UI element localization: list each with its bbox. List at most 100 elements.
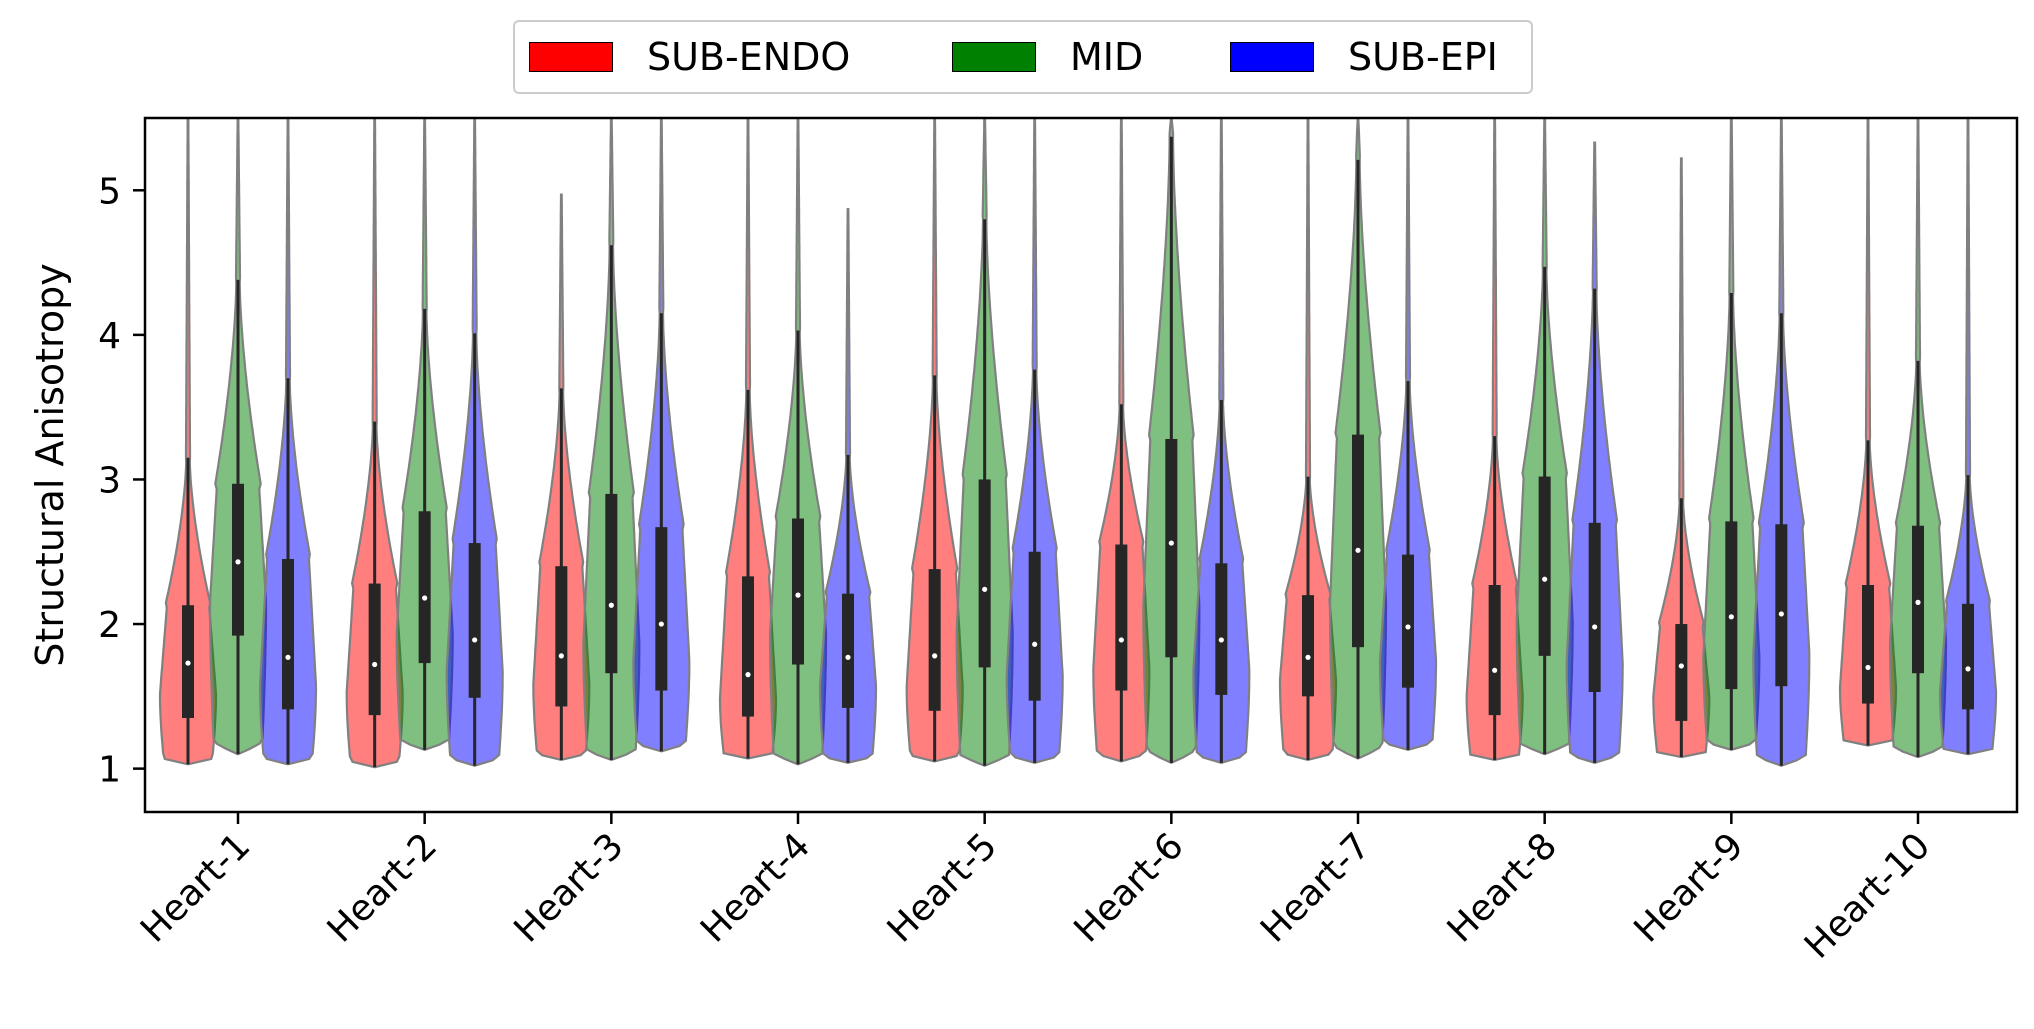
violin-median-dot	[1355, 547, 1361, 553]
x-tick-label: Heart-10	[1797, 825, 1938, 966]
y-tick-label: 3	[98, 460, 121, 501]
violin-iqr-box	[1862, 585, 1874, 704]
violin-mid-heart-8	[1515, 118, 1574, 756]
violin-iqr-box	[368, 583, 381, 716]
violin-sub-endo-heart-5	[905, 118, 964, 763]
violin-sub-epi-heart-8	[1565, 141, 1624, 764]
violin-sub-endo-heart-3	[532, 193, 591, 762]
violin-sub-endo-heart-1	[158, 118, 218, 766]
violin-median-dot	[1305, 654, 1311, 660]
x-tick-label: Heart-8	[1440, 825, 1565, 950]
violin-median-dot	[1168, 540, 1174, 546]
violin-iqr-box	[555, 566, 568, 707]
violin-iqr-box	[1402, 554, 1414, 688]
violin-iqr-box	[1538, 476, 1551, 656]
violin-median-dot	[1542, 576, 1548, 582]
violin-sub-endo-heart-9	[1652, 157, 1711, 759]
violin-median-dot	[185, 660, 191, 666]
violin-iqr-box	[1352, 434, 1364, 648]
violin-mid-heart-5	[955, 118, 1014, 767]
violin-mid-heart-4	[768, 118, 828, 766]
x-tick-label: Heart-9	[1626, 825, 1751, 950]
legend-label-mid: MID	[1070, 35, 1144, 79]
x-axis: Heart-1 Heart-2 Heart-3 Heart-4 Heart-5 Heart…	[133, 812, 1938, 967]
violin-iqr-box	[1775, 524, 1788, 687]
violin-iqr-box	[1488, 585, 1501, 716]
violin-iqr-box	[1115, 544, 1128, 691]
violin-median-dot	[1492, 667, 1498, 673]
x-tick-label: Heart-5	[880, 825, 1005, 950]
violins-layer	[158, 118, 1998, 769]
legend-swatch-sub-epi	[1230, 42, 1314, 72]
violin-mid-heart-3	[582, 118, 641, 762]
legend-label-sub-endo: SUB-ENDO	[647, 35, 851, 79]
x-tick-label: Heart-4	[693, 825, 818, 950]
violin-sub-endo-heart-2	[345, 118, 404, 769]
violin-iqr-box	[1588, 522, 1601, 692]
violin-median-dot	[372, 661, 378, 668]
legend-swatch-sub-endo	[529, 42, 613, 72]
y-tick-label: 5	[98, 171, 121, 212]
violin-iqr-box	[1912, 525, 1924, 674]
plot-frame	[143, 116, 2019, 814]
violin-iqr-box	[978, 479, 991, 668]
violin-sub-endo-heart-8	[1465, 118, 1524, 762]
x-tick-label: Heart-3	[506, 825, 631, 950]
violin-body	[158, 118, 218, 766]
violin-iqr-box	[1215, 563, 1228, 695]
legend-swatch-mid	[952, 42, 1036, 72]
violin-iqr-box	[468, 543, 481, 698]
violin-sub-epi-heart-2	[445, 118, 504, 767]
violin-body	[1652, 157, 1711, 759]
violin-iqr-box	[1962, 603, 1974, 710]
violin-mid-heart-1	[208, 118, 268, 756]
legend-item-sub-epi: SUB-EPI	[1230, 22, 1498, 92]
legend-label-sub-epi: SUB-EPI	[1348, 35, 1498, 79]
violin-iqr-box	[655, 527, 668, 691]
violin-sub-epi-heart-6	[1192, 118, 1251, 764]
violin-median-dot	[608, 602, 614, 608]
x-tick-label: Heart-6	[1066, 825, 1191, 950]
violin-median-dot	[1865, 664, 1871, 671]
violin-iqr-box	[1725, 521, 1738, 690]
violin-sub-endo-heart-10	[1838, 118, 1898, 747]
y-tick-label: 4	[98, 316, 121, 357]
legend-item-sub-endo: SUB-ENDO	[529, 22, 850, 92]
violin-sub-epi-heart-9	[1752, 118, 1811, 767]
violin-median-dot	[1915, 599, 1921, 605]
x-tick-label: Heart-2	[320, 825, 445, 950]
violin-median-dot	[1218, 637, 1224, 643]
violin-iqr-box	[1302, 595, 1314, 697]
violin-body	[1838, 118, 1898, 747]
violin-median-dot	[1592, 624, 1598, 630]
violin-iqr-box	[792, 518, 804, 665]
violin-iqr-box	[282, 558, 294, 710]
violin-sub-epi-heart-5	[1005, 118, 1064, 764]
violin-median-dot	[422, 595, 428, 601]
violin-median-dot	[845, 654, 851, 660]
violin-median-dot	[658, 621, 664, 627]
violin-mid-heart-2	[395, 118, 454, 751]
violin-sub-epi-heart-7	[1378, 118, 1438, 751]
violin-median-dot	[1778, 611, 1784, 617]
violin-sub-endo-heart-7	[1278, 118, 1338, 762]
x-tick-label: Heart-1	[133, 825, 258, 950]
violin-iqr-box	[1675, 624, 1688, 721]
violin-iqr-box	[1165, 438, 1178, 658]
violin-iqr-box	[605, 493, 618, 674]
legend-item-mid: MID	[952, 22, 1143, 92]
violin-sub-epi-heart-1	[258, 118, 318, 766]
violin-median-dot	[1965, 666, 1971, 672]
violin-sub-endo-heart-4	[718, 118, 778, 760]
violin-median-dot	[1678, 663, 1684, 669]
violin-iqr-box	[742, 576, 754, 717]
y-tick-label: 1	[98, 750, 121, 791]
violin-sub-epi-heart-3	[632, 118, 691, 753]
violin-body	[1278, 118, 1338, 762]
violin-iqr-box	[1028, 551, 1041, 701]
violin-median-dot	[1118, 637, 1124, 643]
violin-median-dot	[795, 592, 801, 598]
y-axis: 1 2 3 4 5	[98, 171, 145, 791]
violin-iqr-box	[842, 593, 854, 708]
